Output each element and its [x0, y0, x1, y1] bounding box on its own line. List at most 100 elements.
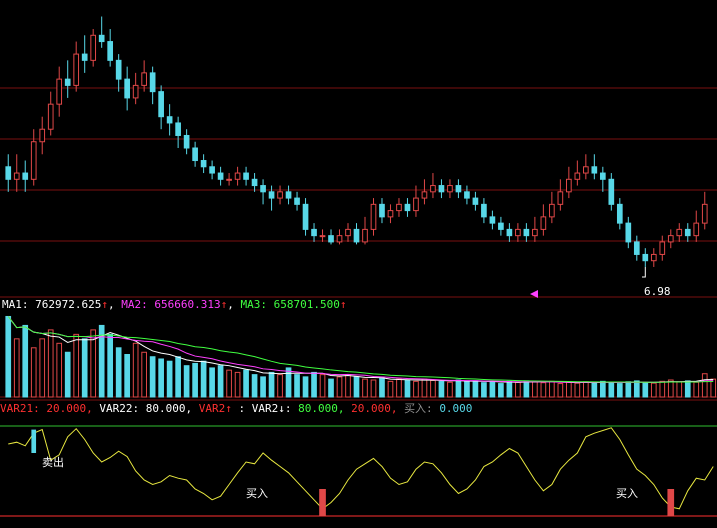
- volume-bar: [319, 374, 326, 398]
- volume-bars: [5, 315, 717, 398]
- volume-bar: [667, 379, 674, 398]
- candle-body: [192, 147, 198, 162]
- candle-body: [532, 228, 538, 237]
- var2-down-value-b: 20.000,: [351, 402, 398, 415]
- candle-body: [523, 228, 530, 237]
- volume-bar: [515, 381, 521, 398]
- var2-up-arrow: ↑: [225, 402, 232, 415]
- indicator-legend: VAR21: 20.000, VAR22: 80.000, VAR2↑ : VA…: [0, 402, 473, 415]
- candle-body: [200, 160, 207, 168]
- volume-bar: [370, 379, 377, 398]
- volume-bar: [64, 351, 71, 398]
- candle-body: [404, 203, 411, 212]
- volume-bar: [268, 371, 275, 398]
- volume-bar: [73, 333, 80, 398]
- candle-body: [566, 178, 572, 193]
- candle-body: [659, 241, 666, 255]
- candle-body: [591, 166, 598, 174]
- indicator-line: [8, 427, 714, 510]
- candle-body: [217, 172, 224, 180]
- volume-bar: [421, 378, 428, 398]
- volume-bar: [285, 367, 292, 398]
- candle-body: [183, 134, 190, 149]
- low-price-label: 6.98: [644, 285, 671, 298]
- candle-body: [39, 128, 46, 143]
- sell-signal-bar: [31, 429, 37, 453]
- volume-bar: [633, 380, 640, 398]
- price-candles: [5, 16, 708, 267]
- buy-label: 买入:: [404, 402, 433, 415]
- candle-body: [149, 72, 156, 93]
- candle-body: [81, 53, 88, 61]
- candle-body: [642, 253, 649, 262]
- candle-body: [693, 222, 700, 237]
- position-marker: [530, 290, 538, 298]
- candle-body: [47, 103, 54, 130]
- volume-bar: [328, 378, 334, 398]
- volume-bar: [39, 338, 46, 398]
- ma3-line: [7, 316, 714, 383]
- volume-bar: [81, 338, 88, 398]
- volume-bar: [676, 381, 683, 398]
- volume-panel: [0, 315, 717, 401]
- volume-bar: [302, 376, 309, 398]
- candle-body: [285, 191, 292, 199]
- volume-bar: [311, 371, 317, 398]
- candle-body: [362, 228, 368, 243]
- candle-body: [13, 172, 20, 180]
- candle-body: [73, 53, 80, 86]
- volume-bar: [158, 358, 164, 398]
- candle-body: [319, 235, 326, 238]
- candle-body: [455, 185, 462, 193]
- var21-label: VAR21:: [0, 402, 40, 415]
- volume-bar: [438, 380, 445, 398]
- candle-body: [549, 203, 555, 218]
- volume-bar: [345, 374, 351, 398]
- volume-legend: MA1: 762972.625↑, MA2: 656660.313↑, MA3:…: [2, 298, 347, 311]
- volume-bar: [141, 351, 147, 398]
- volume-bar: [149, 356, 156, 398]
- volume-bar: [166, 360, 173, 398]
- candle-body: [311, 228, 317, 237]
- candle-body: [684, 228, 691, 237]
- buy-value: 0.000: [439, 402, 473, 415]
- volume-bar: [430, 379, 436, 398]
- volume-bar: [404, 379, 411, 398]
- candle-body: [387, 210, 394, 218]
- candle-body: [667, 235, 674, 243]
- volume-bar: [387, 380, 394, 398]
- volume-bar: [200, 360, 207, 398]
- candle-body: [430, 185, 436, 193]
- volume-bar: [5, 315, 12, 398]
- candle-body: [608, 178, 615, 205]
- volume-bar: [693, 381, 700, 398]
- candle-body: [464, 191, 470, 199]
- candle-body: [676, 228, 683, 237]
- ma1-arrow: ↑: [101, 298, 108, 311]
- candle-body: [90, 34, 97, 61]
- candle-body: [557, 191, 564, 205]
- candle-body: [226, 178, 232, 181]
- ma1-value: 762972.625: [35, 298, 102, 311]
- var2-down-value-a: 80.000,: [298, 402, 345, 415]
- volume-bar: [336, 376, 343, 398]
- volume-bar: [192, 362, 198, 398]
- volume-bar: [56, 342, 63, 398]
- volume-bar: [226, 369, 232, 398]
- volume-bar: [599, 380, 606, 398]
- volume-bar: [583, 381, 589, 398]
- candle-body: [260, 185, 266, 193]
- candle-body: [583, 166, 589, 174]
- candle-body: [489, 216, 496, 224]
- buy-signal-bar: [319, 489, 326, 516]
- volume-bar: [22, 324, 29, 398]
- candle-body: [540, 216, 547, 230]
- volume-bar: [574, 382, 581, 398]
- volume-bar: [472, 380, 479, 398]
- volume-ma-lines: [7, 316, 714, 384]
- candle-body: [481, 203, 487, 218]
- var2-line: [8, 427, 714, 510]
- volume-bar: [659, 380, 666, 398]
- candle-body: [447, 185, 453, 193]
